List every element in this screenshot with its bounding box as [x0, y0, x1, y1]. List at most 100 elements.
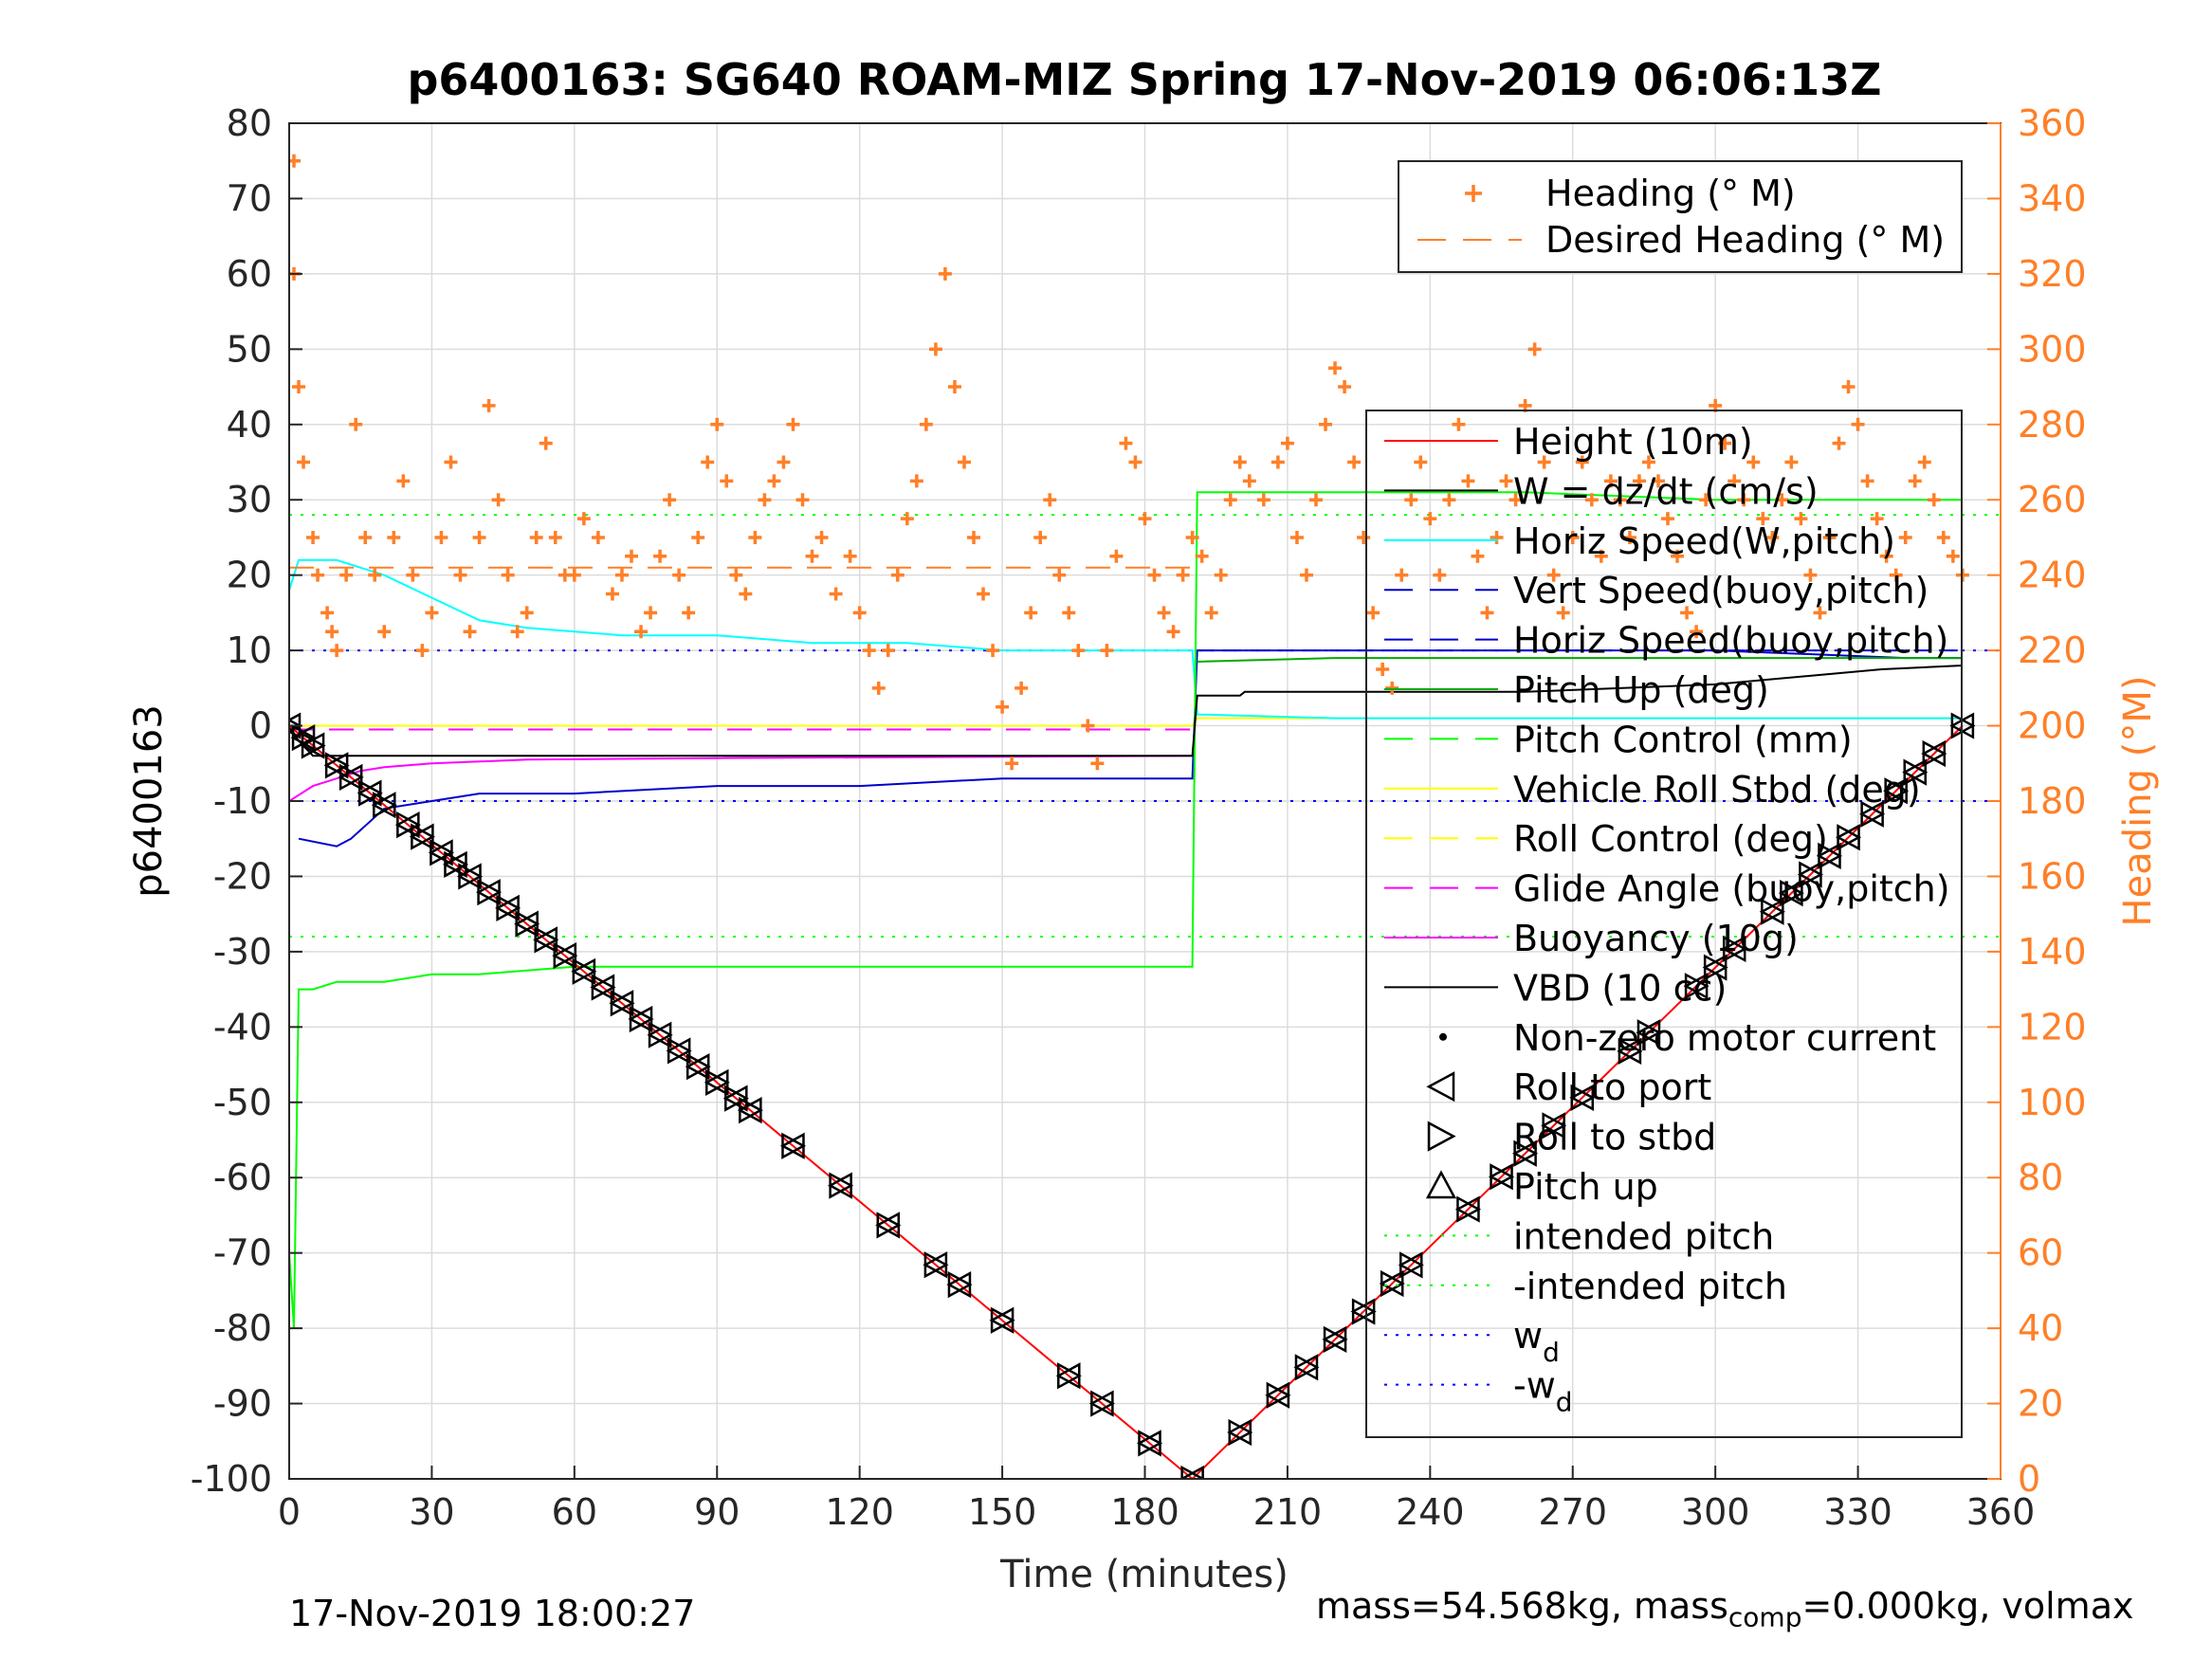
- legend-entry-label: Height (10m): [1513, 421, 1753, 463]
- heading-point: [1690, 625, 1704, 639]
- heading-point: [1508, 493, 1523, 507]
- y2-tick-label: 220: [2018, 629, 2087, 671]
- heading-point: [758, 493, 772, 507]
- heading-point: [996, 700, 1010, 714]
- heading-point: [306, 530, 320, 544]
- heading-point: [349, 417, 363, 431]
- heading-point: [325, 625, 339, 639]
- roll-to-stbd-marker: [876, 1212, 902, 1239]
- legend-entry-label: Vert Speed(buoy,pitch): [1513, 570, 1929, 611]
- heading-point: [1299, 568, 1313, 582]
- heading-point: [1052, 568, 1067, 582]
- x-tick-label: 60: [552, 1491, 597, 1533]
- legend-entry-label: -intended pitch: [1513, 1266, 1787, 1307]
- roll-to-stbd-marker: [629, 1005, 654, 1033]
- y2-tick-label: 340: [2018, 177, 2087, 219]
- heading-point: [1794, 512, 1808, 526]
- legend-entry-subscript: d: [1556, 1387, 1573, 1418]
- heading-point: [1556, 606, 1570, 620]
- heading-point: [501, 568, 515, 582]
- heading-point: [710, 417, 724, 431]
- heading-point: [1927, 493, 1941, 507]
- heading-point: [938, 266, 952, 281]
- y2-tick-label: 120: [2018, 1006, 2087, 1048]
- y2-tick-label: 20: [2018, 1383, 2063, 1425]
- heading-point: [297, 455, 311, 469]
- legend-entry-label: Roll Control (deg): [1513, 818, 1828, 860]
- heading-point: [748, 530, 762, 544]
- heading-point: [1366, 606, 1380, 620]
- y-tick-label: -100: [191, 1458, 272, 1500]
- legend-entry-label: intended pitch: [1513, 1215, 1774, 1257]
- y-axis-label: p6400163: [127, 704, 171, 898]
- heading-point: [415, 644, 430, 658]
- heading-point: [1005, 757, 1019, 771]
- heading-point: [852, 606, 867, 620]
- heading-point: [463, 625, 477, 639]
- heading-point: [1442, 493, 1456, 507]
- y-tick-label: 10: [227, 629, 272, 671]
- axes: 0 30 60 90 120 150 180 210 240 270 300 330 360-100-9…: [191, 102, 2087, 1533]
- legend-entry-label: Roll to stbd: [1513, 1117, 1716, 1158]
- chart-title: p6400163: SG640 ROAM-MIZ Spring 17-Nov-2…: [407, 54, 1881, 105]
- heading-point: [396, 474, 411, 488]
- heading-point: [829, 587, 843, 601]
- y2-tick-label: 260: [2018, 479, 2087, 520]
- heading-point: [1480, 606, 1494, 620]
- roll-to-stbd-marker: [829, 1172, 854, 1199]
- series-line: [289, 755, 1193, 802]
- heading-point: [330, 644, 344, 658]
- heading-point: [739, 587, 753, 601]
- heading-point: [1242, 474, 1256, 488]
- roll-to-stbd-marker: [1228, 1418, 1253, 1447]
- roll-to-stbd-marker: [1860, 800, 1886, 828]
- y2-axis-label: Heading (°M): [2116, 676, 2160, 927]
- heading-point: [1632, 474, 1646, 488]
- heading-point: [1870, 512, 1884, 526]
- legend-entry-label: W = dz/dt (cm/s): [1513, 470, 1819, 512]
- heading-point: [729, 568, 743, 582]
- heading-point: [682, 606, 696, 620]
- series-line: [289, 491, 1963, 1329]
- roll-to-stbd-marker: [1456, 1195, 1482, 1223]
- roll-to-stbd-marker: [1684, 973, 1709, 1000]
- heading-point: [1100, 644, 1114, 658]
- heading-point: [591, 530, 605, 544]
- heading-point: [1452, 417, 1466, 431]
- heading-point: [691, 530, 705, 544]
- legend-symbol-dot: [1439, 1032, 1447, 1041]
- heading-point: [1537, 455, 1551, 469]
- heading-point: [1622, 530, 1636, 544]
- heading-point: [1746, 455, 1761, 469]
- heading-point: [1423, 512, 1437, 526]
- legend-symbol-marker: [1427, 1121, 1456, 1152]
- roll-to-stbd-marker: [1636, 1019, 1662, 1047]
- y-tick-label: 40: [227, 404, 272, 446]
- heading-point: [1471, 549, 1485, 563]
- heading-point: [520, 606, 534, 620]
- legend-main: Height (10m) W = dz/dt (cm/s) Horiz Speed(…: [1365, 410, 1963, 1438]
- legend-entry-label: VBD (10 cc): [1513, 967, 1727, 1009]
- heading-point: [967, 530, 980, 544]
- heading-point: [1166, 625, 1180, 639]
- roll-to-stbd-marker: [1922, 739, 1947, 768]
- heading-point: [986, 644, 1000, 658]
- x-tick-label: 240: [1396, 1491, 1465, 1533]
- heading-point: [311, 568, 325, 582]
- heading-point: [1062, 606, 1076, 620]
- heading-point: [1128, 455, 1143, 469]
- legend-entry-label: Vehicle Roll Stbd (deg): [1513, 769, 1921, 811]
- heading-point: [928, 342, 942, 356]
- heading-point: [1784, 455, 1799, 469]
- roll-to-stbd-marker: [610, 990, 635, 1017]
- heading-point: [1256, 493, 1271, 507]
- roll-to-stbd-marker: [430, 839, 455, 866]
- heading-point: [777, 455, 791, 469]
- heading-point: [1851, 417, 1865, 431]
- heading-point: [1908, 474, 1922, 488]
- roll-to-stbd-marker: [591, 974, 616, 1001]
- heading-point: [900, 512, 914, 526]
- y-tick-label: -70: [213, 1232, 272, 1274]
- heading-point: [1565, 530, 1580, 544]
- heading-point: [977, 587, 991, 601]
